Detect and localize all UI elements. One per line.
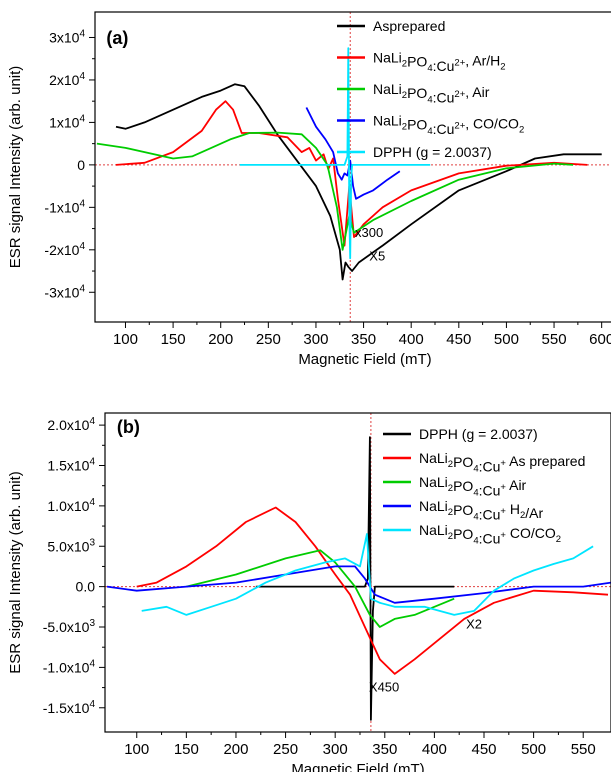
series-line-3: [305, 107, 401, 200]
x-tick-label: 200: [208, 331, 233, 348]
y-tick-label: -1.0x104: [43, 658, 96, 675]
y-tick-label: 3x104: [49, 28, 85, 45]
panel-label: (a): [106, 28, 128, 48]
series-line-1: [136, 506, 609, 675]
plot-frame: [104, 412, 611, 733]
legend-label-4: NaLi2PO4:Cu+ CO/CO2: [419, 522, 561, 546]
x-tick-label: 450: [471, 741, 496, 758]
y-tick-label: 5.0x103: [47, 537, 95, 554]
y-tick-label: 1x104: [49, 113, 85, 130]
panel-a-chart: 100 150 200 250 300 350 400 450 500 550 600 3x104 2x…: [7, 11, 611, 368]
x-axis-label: Magnetic Field (mT): [291, 761, 424, 772]
y-tick-label: 0: [77, 157, 85, 173]
series-line-1: [115, 100, 588, 247]
series-line-2: [186, 549, 455, 628]
series-line-4: [141, 533, 594, 616]
x-tick-label: 600: [589, 331, 611, 348]
y-tick-label: 2x104: [49, 71, 85, 88]
plot-frame: [94, 11, 611, 323]
y-tick-label: -1x104: [44, 198, 85, 215]
multiplier-annotation: X450: [369, 680, 399, 695]
y-tick-label: 0.0: [76, 579, 96, 595]
legend-label-1: NaLi2PO4:Cu2+, Ar/H2: [373, 50, 506, 74]
x-tick-label: 200: [223, 741, 248, 758]
y-tick-label: -1.5x104: [43, 699, 96, 716]
x-tick-label: 250: [273, 741, 298, 758]
y-tick-label: 1.5x104: [47, 456, 95, 473]
x-tick-label: 500: [521, 741, 546, 758]
x-tick-label: 350: [351, 331, 376, 348]
panel-b-chart: 100 150 200 250 300 350 400 450 500 550 2.0x104 1.5…: [7, 412, 611, 772]
x-tick-label: 400: [399, 331, 424, 348]
legend-label-2: NaLi2PO4:Cu+ Air: [419, 474, 527, 498]
multiplier-annotation: X5: [369, 248, 385, 263]
legend-label-3: NaLi2PO4:Cu+ H2/Ar: [419, 498, 544, 522]
y-tick-label: -2x104: [44, 241, 85, 258]
y-tick-label: -3x104: [44, 283, 85, 300]
legend-label-3: NaLi2PO4:Cu2+, CO/CO2: [373, 113, 524, 137]
x-tick-label: 400: [422, 741, 447, 758]
x-tick-label: 500: [494, 331, 519, 348]
x-tick-label: 350: [372, 741, 397, 758]
x-tick-label: 300: [303, 331, 328, 348]
x-axis-label: Magnetic Field (mT): [298, 351, 431, 368]
y-axis-label: ESR signal Intensity (arb. unit): [7, 66, 24, 269]
legend-label-0: Asprepared: [373, 18, 445, 34]
x-tick-label: 450: [446, 331, 471, 348]
y-tick-label: 2.0x104: [47, 416, 95, 433]
multiplier-annotation: X2: [466, 617, 482, 632]
x-tick-label: 250: [256, 331, 281, 348]
x-tick-label: 150: [174, 741, 199, 758]
y-tick-label: -5.0x103: [43, 618, 96, 635]
x-tick-label: 550: [571, 741, 596, 758]
x-tick-label: 550: [542, 331, 567, 348]
legend-label-1: NaLi2PO4:Cu+ As prepared: [419, 450, 585, 474]
x-tick-label: 300: [323, 741, 348, 758]
multiplier-annotation: x300: [355, 225, 383, 240]
legend-label-0: DPPH (g = 2.0037): [419, 426, 538, 442]
panel-label: (b): [117, 417, 140, 437]
legend-label-2: NaLi2PO4:Cu2+, Air: [373, 81, 490, 105]
y-axis-label: ESR signal Intensity (arb. unit): [7, 471, 24, 674]
y-tick-label: 1.0x104: [47, 497, 95, 514]
series-line-4: [239, 47, 431, 260]
series-line-0: [115, 83, 602, 281]
series-line-0: [255, 436, 455, 721]
x-tick-label: 150: [161, 331, 186, 348]
x-tick-label: 100: [113, 331, 138, 348]
x-tick-label: 100: [124, 741, 149, 758]
legend-label-4: DPPH (g = 2.0037): [373, 144, 492, 160]
series-line-3: [106, 565, 611, 604]
